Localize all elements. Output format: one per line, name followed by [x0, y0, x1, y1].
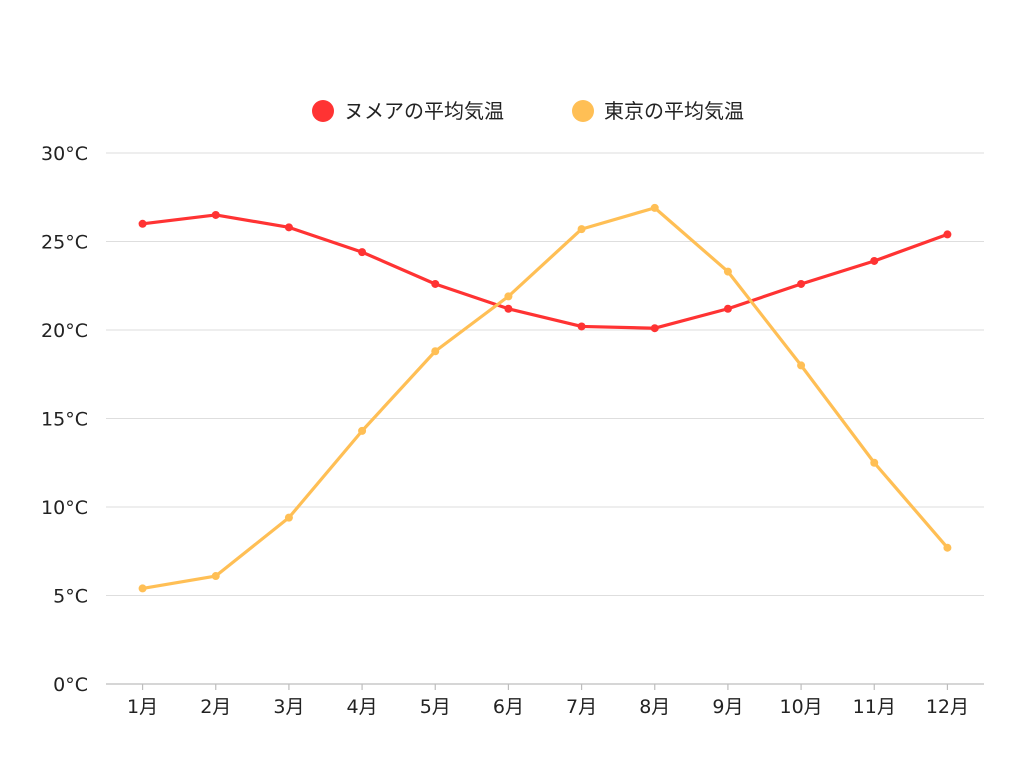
x-tick-label: 9月	[712, 696, 743, 718]
legend-label: ヌメアの平均気温	[344, 99, 504, 123]
x-tick-label: 8月	[639, 696, 670, 718]
data-point[interactable]	[723, 304, 732, 313]
data-point[interactable]	[943, 230, 952, 239]
data-point[interactable]	[650, 324, 659, 333]
data-point[interactable]	[504, 304, 513, 313]
y-tick-label: 10°C	[41, 497, 88, 519]
x-tick-label: 4月	[347, 696, 378, 718]
x-tick-label: 12月	[926, 696, 969, 718]
data-point[interactable]	[358, 248, 367, 257]
data-point[interactable]	[943, 543, 952, 552]
data-point[interactable]	[797, 279, 806, 288]
x-tick-label: 5月	[420, 696, 451, 718]
data-point[interactable]	[797, 361, 806, 370]
data-point[interactable]	[138, 219, 147, 228]
data-point[interactable]	[870, 256, 879, 265]
legend[interactable]: ヌメアの平均気温 東京の平均気温	[312, 99, 744, 123]
data-point[interactable]	[504, 292, 513, 301]
x-tick-label: 11月	[853, 696, 896, 718]
data-point[interactable]	[723, 267, 732, 276]
data-point[interactable]	[431, 347, 440, 356]
y-tick-label: 0°C	[53, 674, 88, 696]
data-point[interactable]	[577, 225, 586, 234]
x-tick-label: 2月	[200, 696, 231, 718]
legend-item-1[interactable]: 東京の平均気温	[572, 99, 744, 123]
x-tick-label: 6月	[493, 696, 524, 718]
series-line-0	[140, 213, 950, 330]
legend-label: 東京の平均気温	[604, 99, 744, 123]
data-point[interactable]	[870, 458, 879, 467]
legend-marker-icon	[572, 100, 594, 122]
y-tick-label: 20°C	[41, 320, 88, 342]
data-point[interactable]	[138, 584, 147, 593]
data-point[interactable]	[577, 322, 586, 331]
x-tick-label: 10月	[779, 696, 822, 718]
y-tick-label: 30°C	[41, 143, 88, 165]
data-point[interactable]	[211, 572, 220, 581]
data-point[interactable]	[211, 210, 220, 219]
data-point[interactable]	[431, 279, 440, 288]
x-tick-label: 1月	[127, 696, 158, 718]
data-point[interactable]	[358, 426, 367, 435]
grid-lines	[106, 152, 984, 596]
data-point[interactable]	[284, 223, 293, 232]
data-point[interactable]	[650, 203, 659, 212]
series-layer	[138, 203, 952, 593]
legend-marker-icon	[312, 100, 334, 122]
x-tick-label: 7月	[566, 696, 597, 718]
y-tick-label: 15°C	[41, 409, 88, 431]
axes: 0°C 5°C 10°C 15°C 20°C 25°C 30°C 1月 2月 3月 4月 5月 6月 7月…	[41, 143, 984, 718]
y-tick-label: 25°C	[41, 232, 88, 254]
series-line-1	[140, 206, 950, 591]
y-tick-label: 5°C	[53, 586, 88, 608]
legend-item-0[interactable]: ヌメアの平均気温	[312, 99, 504, 123]
data-point[interactable]	[284, 513, 293, 522]
x-tick-label: 3月	[273, 696, 304, 718]
